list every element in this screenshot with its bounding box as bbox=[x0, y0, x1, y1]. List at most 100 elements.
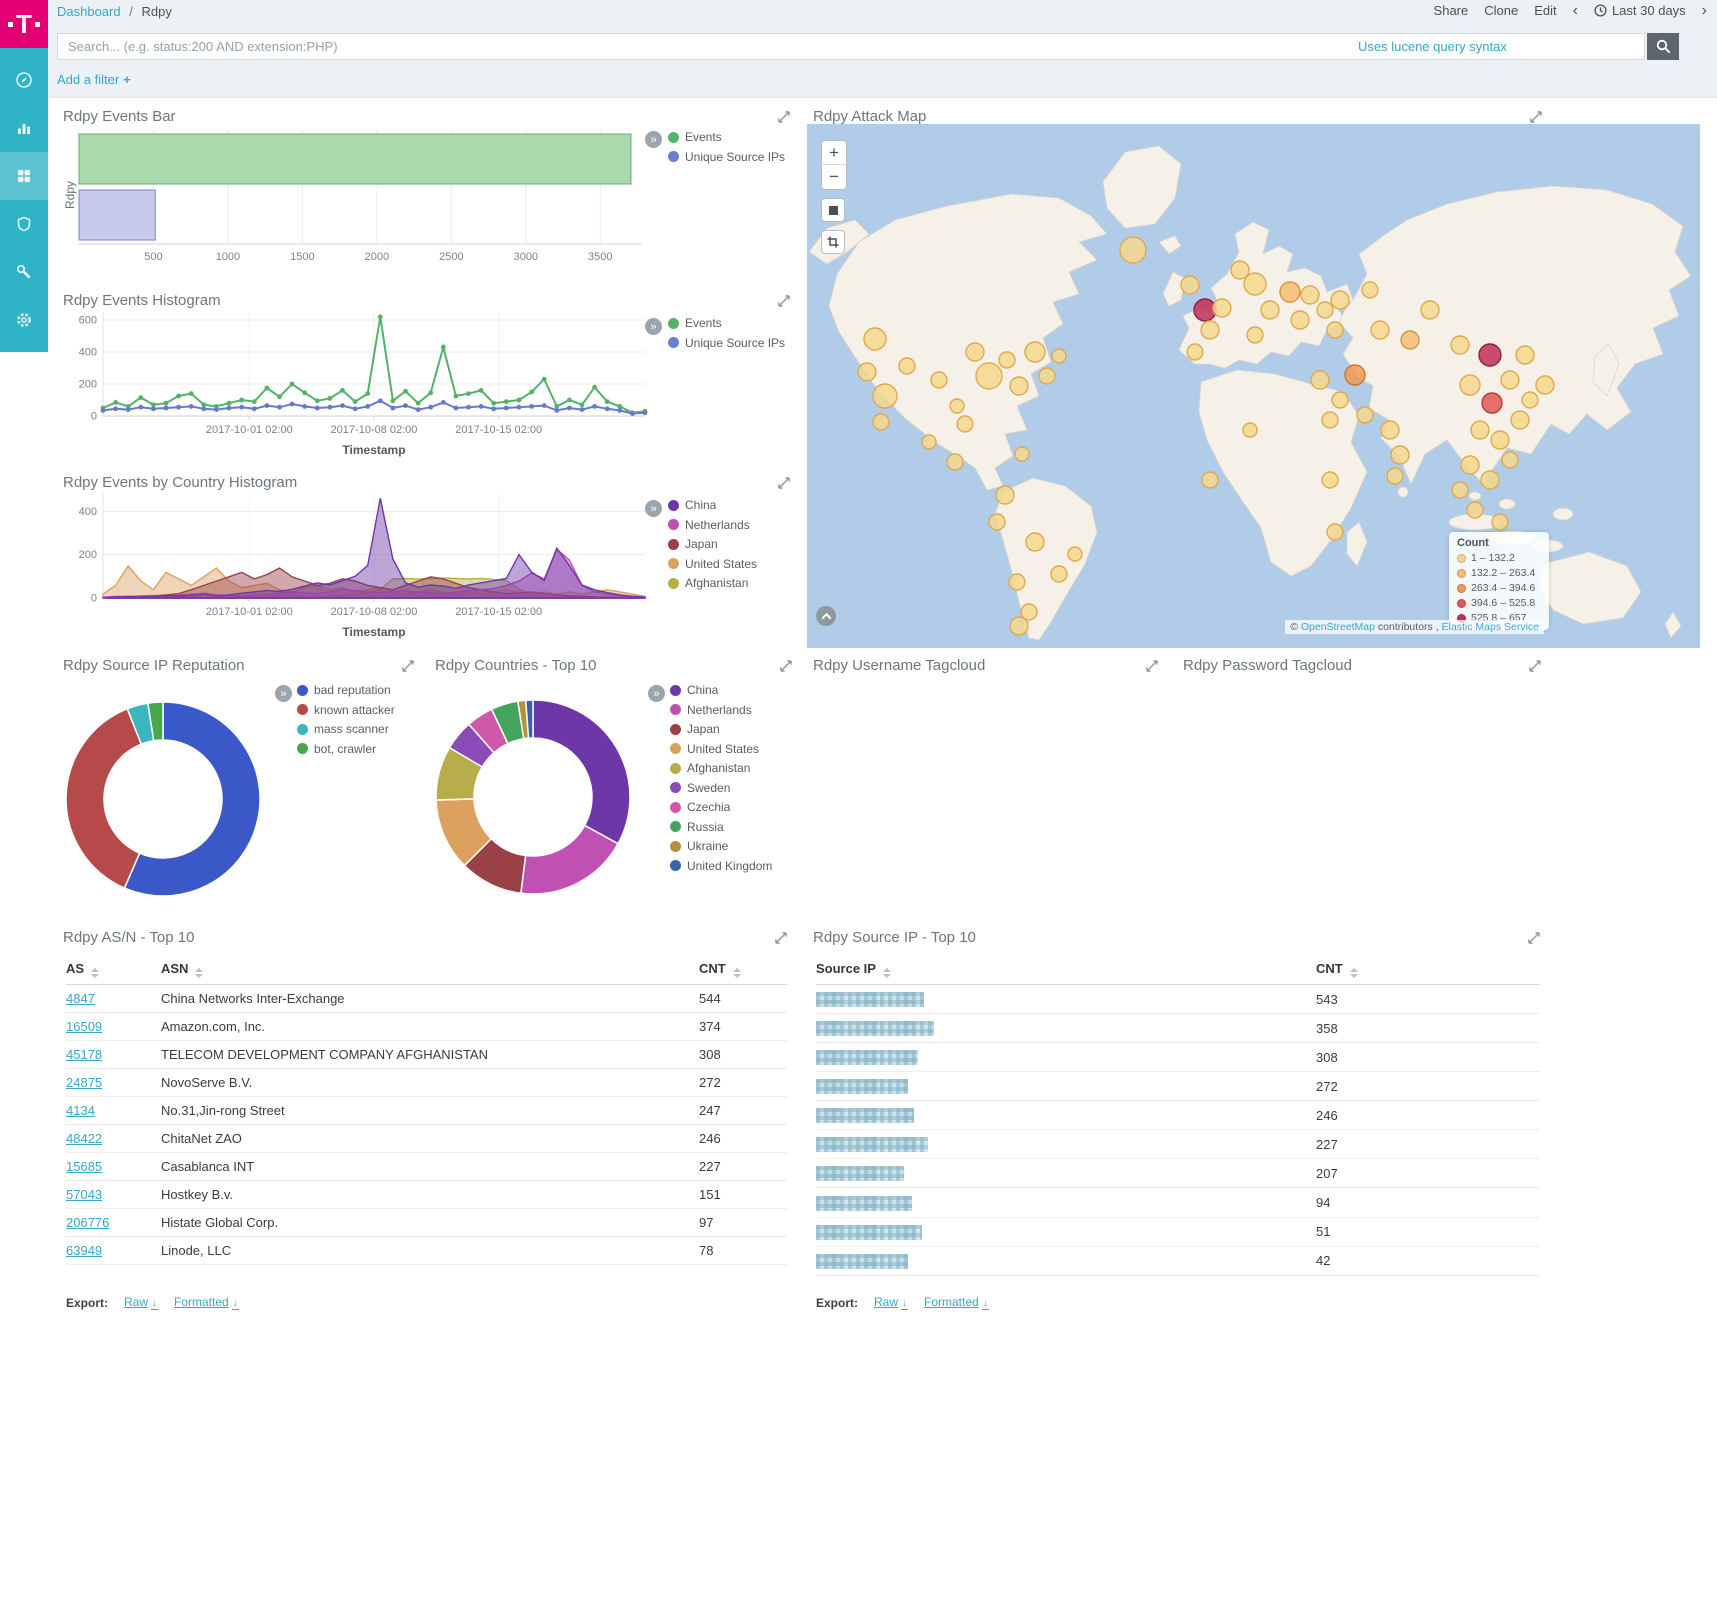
legend-item-events[interactable]: Events bbox=[668, 130, 785, 144]
legend-item-china[interactable]: China bbox=[670, 683, 772, 697]
map-marker[interactable] bbox=[1280, 282, 1300, 302]
map-marker[interactable] bbox=[1261, 301, 1279, 319]
legend-item-russia[interactable]: Russia bbox=[670, 820, 772, 834]
zoom-in-button[interactable]: + bbox=[822, 141, 846, 165]
nav-timelion[interactable] bbox=[0, 200, 48, 248]
legend-item-unique-source-ips[interactable]: Unique Source IPs bbox=[668, 150, 785, 164]
map-attribution-toggle[interactable] bbox=[816, 606, 836, 626]
as-link[interactable]: 15685 bbox=[66, 1159, 102, 1174]
donut-slice-known-attacker[interactable] bbox=[66, 709, 141, 888]
zoom-out-button[interactable]: − bbox=[822, 165, 846, 189]
map-marker[interactable] bbox=[873, 414, 889, 430]
map-marker[interactable] bbox=[1244, 273, 1266, 295]
time-range-picker[interactable]: Last 30 days bbox=[1594, 3, 1686, 18]
map-marker[interactable] bbox=[1243, 423, 1257, 437]
map-marker[interactable] bbox=[1461, 456, 1479, 474]
nav-visualize[interactable] bbox=[0, 104, 48, 152]
nav-dev-tools[interactable] bbox=[0, 248, 48, 296]
legend-item-1-132-2[interactable]: 1 – 132.2 bbox=[1457, 552, 1541, 564]
map-marker[interactable] bbox=[1381, 421, 1399, 439]
map-marker[interactable] bbox=[1311, 371, 1329, 389]
bar-events[interactable] bbox=[79, 134, 631, 184]
as-link[interactable]: 4134 bbox=[66, 1103, 95, 1118]
map-marker[interactable] bbox=[1491, 431, 1509, 449]
sort-icon[interactable] bbox=[1350, 968, 1358, 978]
panel-expand-icon[interactable] bbox=[1530, 111, 1542, 123]
map-marker[interactable] bbox=[1511, 411, 1529, 429]
map-marker[interactable] bbox=[1025, 342, 1045, 362]
map-marker[interactable] bbox=[1201, 321, 1219, 339]
map-marker[interactable] bbox=[1522, 392, 1538, 408]
map-marker[interactable] bbox=[1202, 472, 1218, 488]
map-marker[interactable] bbox=[1502, 452, 1518, 468]
map-marker[interactable] bbox=[1421, 301, 1439, 319]
legend-item-afghanistan[interactable]: Afghanistan bbox=[670, 761, 772, 775]
telekom-logo[interactable]: T bbox=[0, 0, 48, 48]
map-marker[interactable] bbox=[1471, 421, 1489, 439]
map-marker[interactable] bbox=[957, 416, 973, 432]
export-formatted-link[interactable]: Formatted↓ bbox=[174, 1295, 239, 1310]
map-marker[interactable] bbox=[1536, 376, 1554, 394]
map-marker[interactable] bbox=[1501, 371, 1519, 389]
map-marker[interactable] bbox=[1452, 482, 1468, 498]
as-link[interactable]: 48422 bbox=[66, 1131, 102, 1146]
breadcrumb-dashboard-link[interactable]: Dashboard bbox=[57, 4, 121, 19]
panel-expand-icon[interactable] bbox=[778, 295, 790, 307]
map-marker[interactable] bbox=[1120, 237, 1146, 263]
legend-item-events[interactable]: Events bbox=[668, 316, 785, 330]
nav-management[interactable] bbox=[0, 296, 48, 344]
as-link[interactable]: 4847 bbox=[66, 991, 95, 1006]
map-marker[interactable] bbox=[1371, 321, 1389, 339]
legend-item-394-6-525-8[interactable]: 394.6 – 525.8 bbox=[1457, 597, 1541, 609]
map-marker[interactable] bbox=[1010, 377, 1028, 395]
share-button[interactable]: Share bbox=[1434, 3, 1469, 18]
map-marker[interactable] bbox=[1482, 393, 1502, 413]
map-marker[interactable] bbox=[931, 372, 947, 388]
clone-button[interactable]: Clone bbox=[1484, 3, 1518, 18]
map-marker[interactable] bbox=[1481, 471, 1499, 489]
map-marker[interactable] bbox=[1357, 407, 1373, 423]
map-marker[interactable] bbox=[1345, 365, 1365, 385]
panel-expand-icon[interactable] bbox=[1529, 660, 1541, 672]
plus-icon[interactable]: + bbox=[123, 72, 131, 87]
map-marker[interactable] bbox=[873, 384, 897, 408]
legend-item-netherlands[interactable]: Netherlands bbox=[668, 518, 757, 532]
legend-item-known-attacker[interactable]: known attacker bbox=[297, 703, 395, 717]
legend-item-netherlands[interactable]: Netherlands bbox=[670, 703, 772, 717]
map-marker[interactable] bbox=[947, 454, 963, 470]
as-link[interactable]: 57043 bbox=[66, 1187, 102, 1202]
map-marker[interactable] bbox=[989, 514, 1005, 530]
map-marker[interactable] bbox=[950, 399, 964, 413]
column-header-cnt[interactable]: CNT bbox=[699, 955, 787, 985]
column-header-as[interactable]: AS bbox=[66, 955, 161, 985]
map-marker[interactable] bbox=[1039, 368, 1055, 384]
map-marker[interactable] bbox=[999, 352, 1015, 368]
map-marker[interactable] bbox=[1317, 302, 1333, 318]
map-marker[interactable] bbox=[996, 486, 1014, 504]
legend-item-ukraine[interactable]: Ukraine bbox=[670, 839, 772, 853]
map-marker[interactable] bbox=[1247, 327, 1263, 343]
add-filter-link[interactable]: Add a filter bbox=[57, 72, 119, 87]
map-marker[interactable] bbox=[1051, 566, 1067, 582]
sort-icon[interactable] bbox=[195, 968, 203, 978]
map-marker[interactable] bbox=[1187, 344, 1203, 360]
map-marker[interactable] bbox=[1291, 311, 1309, 329]
export-raw-link[interactable]: Raw↓ bbox=[874, 1295, 908, 1310]
map-marker[interactable] bbox=[1181, 276, 1199, 294]
legend-item-263-4-394-6[interactable]: 263.4 – 394.6 bbox=[1457, 582, 1541, 594]
legend-item-united-kingdom[interactable]: United Kingdom bbox=[670, 859, 772, 873]
map-marker[interactable] bbox=[1010, 617, 1028, 635]
as-link[interactable]: 24875 bbox=[66, 1075, 102, 1090]
map-marker[interactable] bbox=[1213, 299, 1231, 317]
legend-item-unique-source-ips[interactable]: Unique Source IPs bbox=[668, 336, 785, 350]
lucene-syntax-link[interactable]: Uses lucene query syntax bbox=[1358, 39, 1507, 54]
time-back-icon[interactable]: ‹ bbox=[1573, 4, 1578, 18]
map-marker[interactable] bbox=[1327, 524, 1343, 540]
map-marker[interactable] bbox=[858, 363, 876, 381]
panel-expand-icon[interactable] bbox=[1146, 660, 1158, 672]
nav-dashboard[interactable] bbox=[0, 152, 48, 200]
map-marker[interactable] bbox=[966, 343, 984, 361]
draw-geo-filter-button[interactable] bbox=[821, 230, 845, 254]
column-header-cnt[interactable]: CNT bbox=[1316, 955, 1540, 985]
column-header-source-ip[interactable]: Source IP bbox=[816, 955, 1316, 985]
